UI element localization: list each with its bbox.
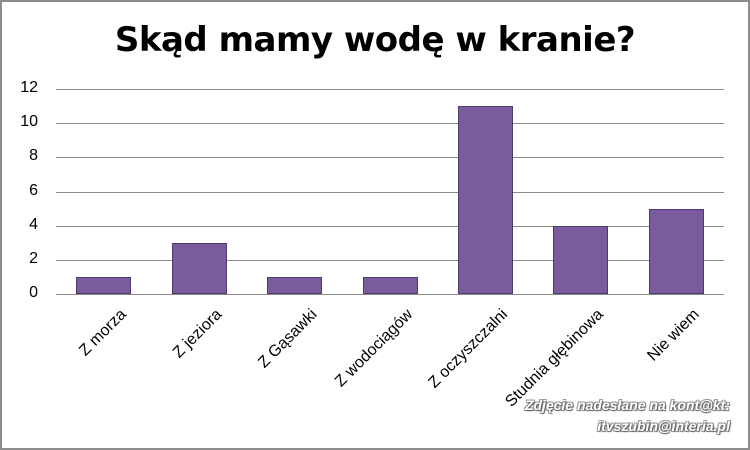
bar <box>362 276 418 294</box>
watermark-line-1: Zdjęcie nadesłane na kont@kt: <box>524 397 730 413</box>
y-tick-label: 4 <box>29 215 38 233</box>
bar <box>267 276 323 294</box>
chart-title: Skąd mamy wodę w kranie? <box>114 20 636 60</box>
plot-area <box>56 89 724 295</box>
bar <box>457 106 513 294</box>
gridline <box>56 123 724 125</box>
bar <box>648 208 704 294</box>
y-tick-label: 10 <box>20 113 38 131</box>
y-tick-label: 6 <box>29 181 38 199</box>
y-tick-label: 12 <box>20 79 38 96</box>
gridline <box>56 294 724 295</box>
bar <box>553 225 609 294</box>
y-tick-label: 2 <box>29 249 38 267</box>
gridline <box>56 89 724 90</box>
gridline <box>56 157 724 159</box>
y-tick-label: 8 <box>29 147 38 165</box>
y-tick-label: 0 <box>29 284 38 301</box>
bar <box>171 242 227 294</box>
bar <box>76 276 132 294</box>
gridline <box>56 259 724 261</box>
gridline <box>56 191 724 193</box>
gridline <box>56 225 724 227</box>
watermark-line-2: itvszubin@interia.pl <box>597 418 730 434</box>
